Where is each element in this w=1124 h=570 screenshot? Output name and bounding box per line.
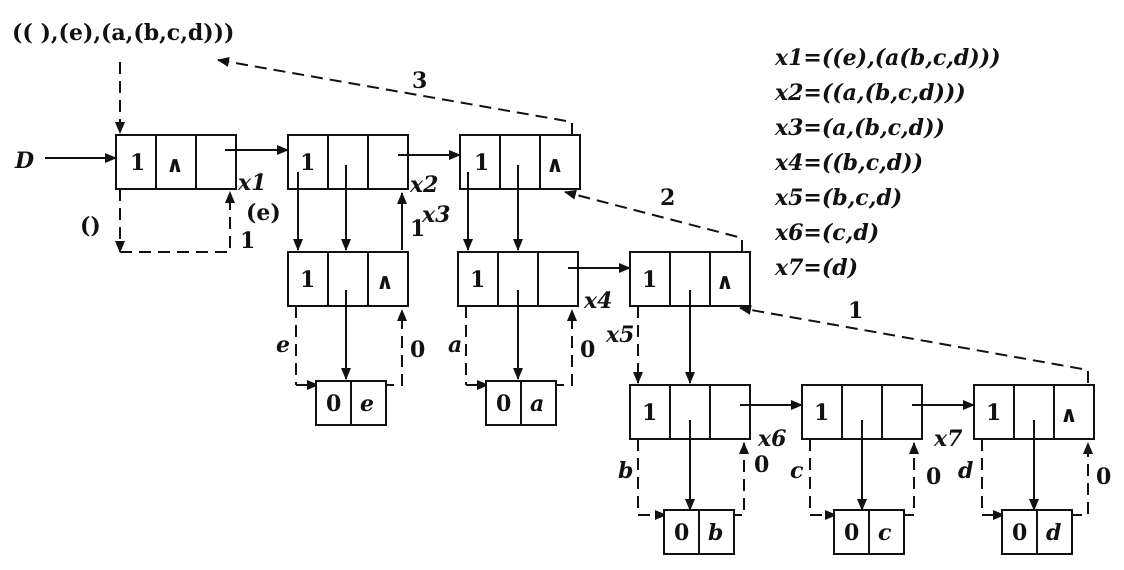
pointer-x3: x3 — [421, 202, 450, 228]
atom-node-d: 0 d — [1001, 509, 1073, 555]
label-zero-a: 0 — [580, 337, 595, 363]
label-c: c — [790, 458, 804, 484]
node-1-null: ∧ — [166, 152, 184, 178]
definition-x2: x2=((a,(b,c,d))) — [774, 80, 966, 106]
list-node-3: 1 ∧ — [459, 134, 581, 190]
empty-loop-back — [120, 191, 235, 253]
list-node-4: 1 ∧ — [629, 251, 751, 307]
atom-d-value: d — [1046, 520, 1061, 546]
node-3-null: ∧ — [546, 152, 564, 178]
c-back-link — [902, 442, 919, 516]
level-3-link — [217, 56, 573, 135]
atom-node-c: 0 c — [833, 509, 905, 555]
e-list-null: ∧ — [376, 269, 394, 295]
node-3-tag: 1 — [474, 150, 489, 176]
atom-a-value: a — [530, 391, 544, 417]
atom-e-value: e — [360, 391, 374, 417]
definition-x3: x3=(a,(b,c,d)) — [774, 115, 945, 141]
level-2-link — [564, 189, 743, 252]
label-zero-c: 0 — [926, 464, 941, 490]
atom-node-e: 0 e — [315, 380, 387, 426]
pointer-x1: x1 — [237, 170, 266, 196]
atom-b-tag: 0 — [674, 520, 689, 546]
definition-x6: x6=(c,d) — [774, 220, 879, 246]
level-1-link — [739, 305, 1089, 383]
label-e: e — [276, 332, 290, 358]
b-list-tag: 1 — [642, 400, 657, 426]
node-1-tag: 1 — [130, 150, 145, 176]
label-a: a — [448, 332, 462, 358]
level-2-label: 2 — [660, 185, 675, 211]
pointer-x2: x2 — [409, 172, 438, 198]
label-d: d — [958, 458, 973, 484]
list-node-1: 1 ∧ — [115, 134, 237, 190]
atom-c-value: c — [878, 520, 892, 546]
e-back-link — [382, 309, 407, 386]
head-label: D — [14, 148, 34, 174]
loop-label-1a: 1 — [240, 228, 255, 254]
d-list-tag: 1 — [986, 400, 1001, 426]
list-node-2: 1 — [287, 134, 409, 190]
a-back-link — [552, 309, 577, 386]
pointer-x4: x4 — [583, 288, 612, 314]
node-2-tag: 1 — [300, 150, 315, 176]
definition-x4: x4=((b,c,d)) — [774, 150, 923, 176]
atom-c-tag: 0 — [844, 520, 859, 546]
definitions-list: x1=((e),(a(b,c,d))) x2=((a,(b,c,d))) x3=… — [774, 45, 1001, 281]
atom-node-a: 0 a — [485, 380, 557, 426]
pointer-x6: x6 — [757, 426, 786, 452]
a-list-tag: 1 — [470, 267, 485, 293]
e-list-tag: 1 — [300, 267, 315, 293]
node-4-tag: 1 — [642, 267, 657, 293]
label-zero-e: 0 — [410, 337, 425, 363]
node-4-null: ∧ — [716, 269, 734, 295]
b-back-link — [730, 442, 749, 516]
level-3-label: 3 — [412, 68, 427, 94]
empty-list-label: () — [80, 213, 101, 239]
e-paren-label: (e) — [246, 200, 281, 226]
atom-e-tag: 0 — [326, 391, 341, 417]
d-back-link — [1070, 442, 1093, 516]
label-b: b — [618, 458, 633, 484]
label-zero-d: 0 — [1096, 464, 1111, 490]
definition-x5: x5=(b,c,d) — [774, 185, 902, 211]
level-1-label: 1 — [848, 298, 863, 324]
definition-x1: x1=((e),(a(b,c,d))) — [774, 45, 1001, 71]
list-node-e: 1 ∧ — [287, 251, 409, 307]
expression-label: (( ),(e),(a,(b,c,d))) — [12, 20, 234, 46]
atom-b-value: b — [708, 520, 723, 546]
definition-x7: x7=(d) — [774, 255, 858, 281]
pointer-x5: x5 — [605, 322, 634, 348]
label-zero-b: 0 — [754, 452, 769, 478]
atom-d-tag: 0 — [1012, 520, 1027, 546]
loop-label-1b: 1 — [410, 216, 425, 242]
atom-node-b: 0 b — [663, 509, 735, 555]
d-list-null: ∧ — [1060, 402, 1078, 428]
atom-a-tag: 0 — [496, 391, 511, 417]
pointer-x7: x7 — [933, 426, 963, 452]
c-list-tag: 1 — [814, 400, 829, 426]
